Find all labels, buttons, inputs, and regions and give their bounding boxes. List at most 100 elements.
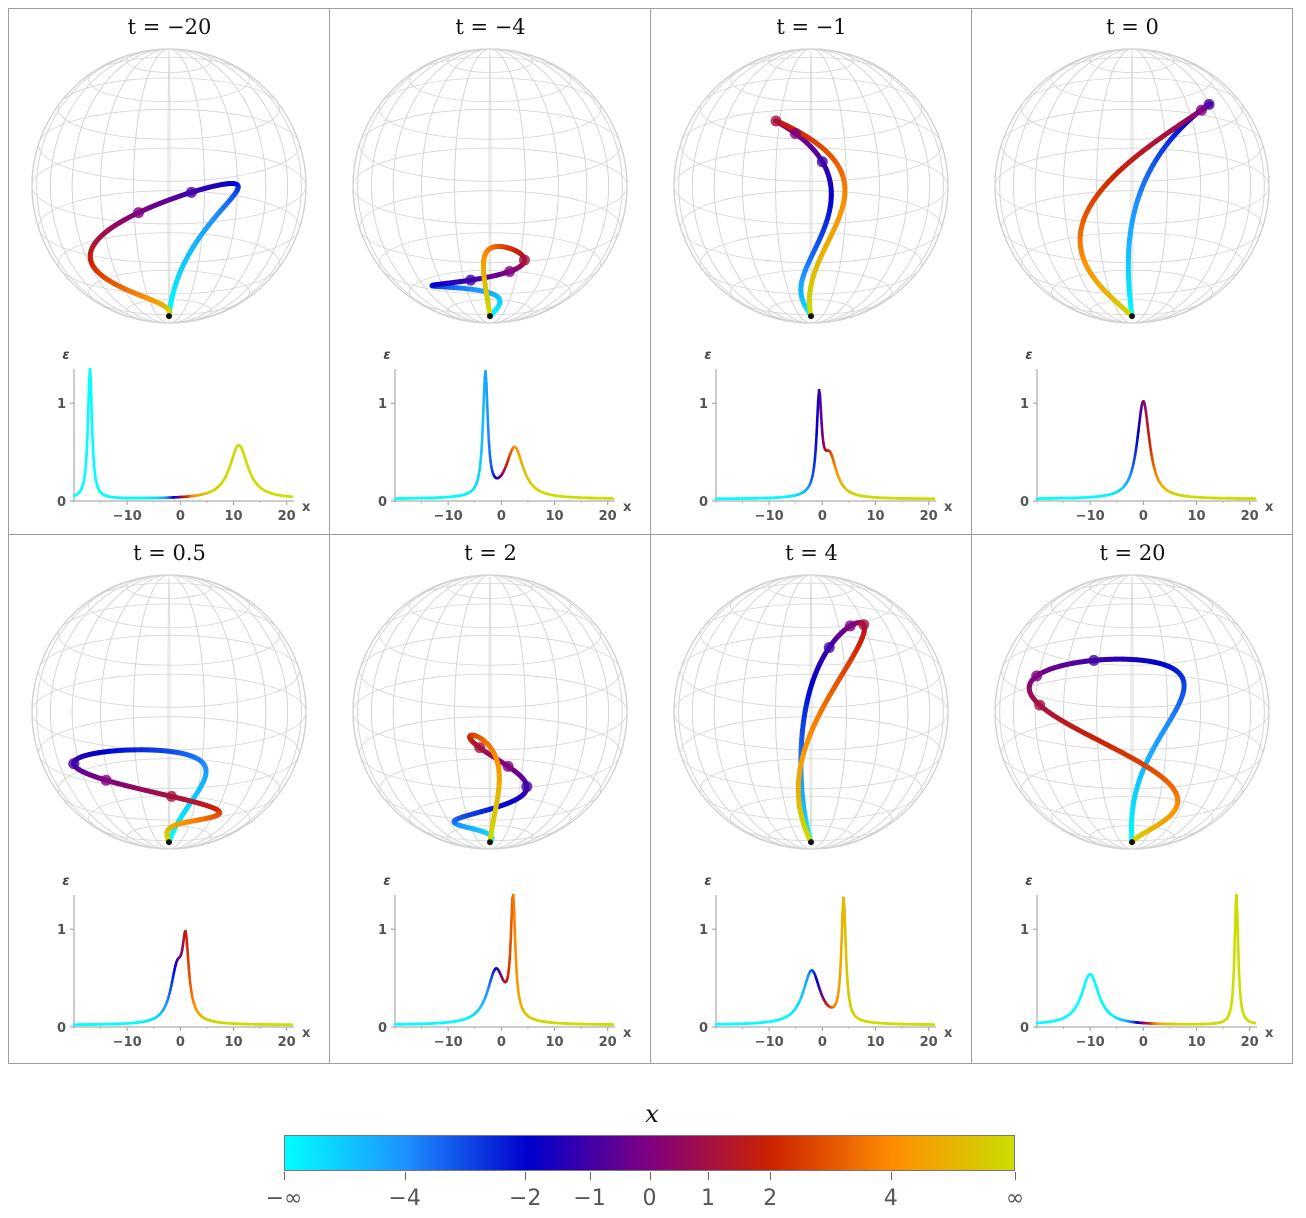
sphere-meridian	[167, 48, 171, 324]
sphere-meridian	[133, 574, 205, 850]
panel-svg: −10 0 10 20 0 1 x ε	[352, 48, 632, 524]
profile-segment	[84, 453, 88, 468]
sphere-latitude	[352, 147, 628, 225]
panel-title: t = 2	[464, 541, 517, 565]
y-tick-label: 0	[699, 495, 708, 510]
sphere-meridian	[999, 48, 1265, 324]
y-tick-label: 1	[1020, 397, 1029, 412]
profile-plot: −10 0 10 20 0 1 x ε	[699, 348, 953, 524]
x-axis-label: x	[302, 500, 311, 515]
profile-curve	[393, 893, 615, 1026]
colorbar-tick-label: −∞	[265, 1186, 303, 1211]
sphere-trajectory	[451, 732, 533, 846]
sphere-meridian	[49, 574, 289, 850]
y-axis-label: ε	[1025, 348, 1032, 363]
x-tick-label: 10	[1187, 509, 1205, 524]
x-tick-label: 10	[545, 1035, 563, 1050]
profile-segment	[487, 440, 492, 455]
panel-title: t = −1	[776, 15, 847, 39]
sphere-trajectory	[68, 747, 223, 846]
sphere-meridian	[370, 48, 610, 324]
profile-segment	[185, 934, 189, 948]
sphere-latitude	[378, 758, 602, 821]
profile-segment	[481, 395, 486, 421]
panel-svg: −10 0 10 20 0 1 x ε	[994, 574, 1274, 1050]
y-tick-label: 0	[378, 495, 387, 510]
colorbar-tick	[770, 1172, 772, 1180]
sphere-meridian	[31, 48, 307, 324]
x-tick-label: 20	[1241, 1035, 1259, 1050]
sphere-meridian	[36, 48, 302, 324]
sphere-meridian	[713, 574, 909, 850]
sphere-latitude	[88, 56, 250, 103]
chart-panel: t = 2 −10 0 10 20 0 1 x ε	[330, 535, 651, 1061]
grid-divider	[329, 9, 330, 1063]
south-pole-point	[487, 839, 493, 846]
chart-panel: t = 20 −10 0 10 20 0 1 x ε	[972, 535, 1293, 1061]
x-axis-label: x	[623, 500, 632, 515]
sphere-outline	[673, 574, 949, 850]
chart-panel: t = −4 −10 0 10 20 0 1 x ε	[330, 9, 651, 535]
profile-segment	[89, 379, 93, 411]
sphere-meridian	[49, 574, 289, 850]
sphere-latitude	[1051, 56, 1213, 103]
bloch-sphere	[673, 574, 949, 850]
profile-plot: −10 0 10 20 0 1 x ε	[57, 348, 311, 524]
profile-plot: −10 0 10 20 0 1 x ε	[57, 874, 311, 1050]
sphere-outline	[31, 574, 307, 850]
sphere-latitude	[57, 758, 281, 821]
profile-segment	[844, 950, 849, 972]
panel-title: t = 0	[1106, 15, 1159, 39]
south-pole-point	[487, 313, 493, 320]
profile-segment	[185, 944, 190, 959]
sphere-latitude	[38, 190, 300, 264]
sphere-latitude	[38, 716, 300, 790]
profile-segment	[486, 424, 491, 443]
x-tick-label: 0	[497, 1035, 506, 1050]
x-axis-label: x	[302, 1026, 311, 1041]
profile-segment	[1236, 948, 1241, 976]
y-tick-label: 0	[57, 495, 66, 510]
y-tick-label: 1	[57, 923, 66, 938]
sphere-meridian	[488, 48, 492, 324]
bloch-sphere	[994, 574, 1270, 850]
sphere-outline	[31, 48, 307, 324]
x-tick-label: 10	[224, 509, 242, 524]
sphere-trajectory	[1026, 654, 1187, 846]
profile-segment	[839, 935, 844, 960]
grid-divider	[971, 9, 972, 1063]
x-tick-label: −10	[755, 1035, 784, 1050]
south-pole-point	[1129, 839, 1135, 846]
colorbar-tick	[890, 1172, 892, 1180]
sphere-latitude	[680, 108, 942, 182]
profile-curve	[1035, 400, 1257, 500]
profile-segment	[85, 435, 89, 456]
profile-segment	[508, 938, 513, 958]
x-tick-label: 0	[1139, 1035, 1148, 1050]
x-tick-label: 20	[1241, 509, 1259, 524]
y-axis-label: ε	[383, 348, 390, 363]
chart-panel: t = 0.5 −10 0 10 20 0 1 x ε	[9, 535, 330, 1061]
sphere-latitude	[31, 673, 307, 751]
profile-segment	[819, 407, 823, 426]
panel-svg: −10 0 10 20 0 1 x ε	[673, 48, 953, 524]
sphere-latitude	[730, 582, 892, 629]
colorbar-tick-label: 4	[883, 1186, 898, 1211]
sphere-meridian	[1034, 48, 1230, 324]
sphere-marker	[858, 619, 870, 631]
sphere-latitude	[88, 582, 250, 629]
sphere-latitude	[359, 634, 621, 708]
sphere-trajectory	[429, 243, 530, 320]
profile-curve	[1035, 893, 1257, 1026]
profile-segment	[92, 464, 97, 476]
sphere-marker	[518, 254, 530, 266]
profile-segment	[1236, 915, 1240, 951]
sphere-latitude	[699, 77, 923, 140]
south-pole-point	[808, 313, 814, 320]
profile-segment	[813, 446, 818, 460]
profile-plot: −10 0 10 20 0 1 x ε	[1020, 874, 1274, 1050]
chart-panel: t = 0 −10 0 10 20 0 1 x ε	[972, 9, 1293, 535]
x-tick-label: −10	[434, 509, 463, 524]
colorbar-tick-label: −4	[388, 1186, 421, 1211]
sphere-latitude	[730, 56, 892, 103]
